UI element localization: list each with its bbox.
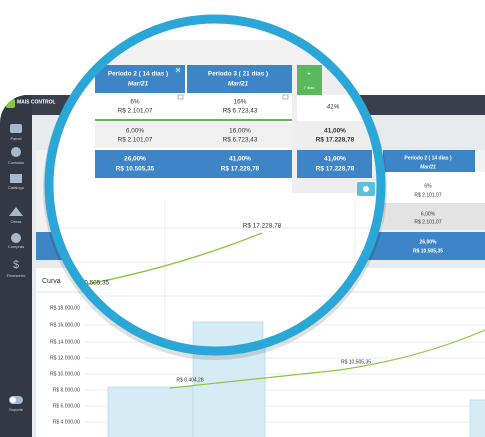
cell: R$ 10.505,35 <box>413 248 443 254</box>
point-label: R$ 17.228,78 <box>243 223 282 230</box>
point-label: R$ 8.404,28 <box>176 377 203 383</box>
header-month: Mar/21 <box>128 81 149 88</box>
y-label: R$ 8.000,00 <box>53 387 80 393</box>
header-cell <box>187 65 292 93</box>
cloud-icon <box>363 186 369 192</box>
logo-icon <box>6 99 15 108</box>
logo: MAIS CONTROL <box>17 99 56 105</box>
header-title: Período 2 ( 14 dias ) <box>404 155 452 161</box>
cell: R$ 2.101,07 <box>414 219 441 225</box>
nav-item[interactable]: Compras <box>8 244 24 249</box>
cell: 6,00% <box>126 128 144 135</box>
nav-item[interactable]: Suporte <box>9 407 24 412</box>
toolbar-strip <box>49 40 381 65</box>
point-label: R$ 10.505,35 <box>341 359 371 365</box>
cell: 41,00% <box>229 156 251 163</box>
cell: 41,00% <box>324 156 346 163</box>
cell: R$ 6.723,43 <box>223 137 258 144</box>
icon <box>10 174 22 183</box>
nav-item[interactable]: Obras <box>11 219 22 224</box>
cell: R$ 17.228,78 <box>316 166 355 173</box>
y-label: R$ 10.000,00 <box>50 371 80 377</box>
y-label: R$ 18.000,00 <box>50 305 80 311</box>
bar <box>469 399 485 437</box>
cell: 16% <box>234 99 247 106</box>
icon <box>11 147 21 157</box>
toggle-knob <box>10 397 16 403</box>
row <box>383 172 485 203</box>
cell: R$ 10.505,35 <box>116 166 155 173</box>
header-cell <box>95 65 185 93</box>
cell: R$ 17.228,78 <box>221 166 260 173</box>
cell: R$ 2.101,07 <box>118 137 153 144</box>
row <box>95 93 292 121</box>
total-row <box>95 150 292 178</box>
y-label: R$ 16.000,00 <box>50 322 80 328</box>
icon <box>9 207 23 216</box>
nav-item[interactable]: Contatos <box>8 160 24 165</box>
cell: 26,00% <box>420 239 438 245</box>
sidebar-items: Painel Contatos Catálogo Obras Compras $… <box>7 124 26 412</box>
total-row <box>297 150 372 178</box>
cell: 6% <box>424 183 432 189</box>
nav-item[interactable]: Painel <box>10 136 21 141</box>
icon <box>11 233 21 243</box>
point-label: R$ 10.505,35 <box>71 280 110 287</box>
cell: 16,00% <box>229 128 251 135</box>
icon: $ <box>13 259 19 271</box>
add-label: 7 dias <box>304 85 315 90</box>
nav-item[interactable]: Catálogo <box>8 185 25 190</box>
edit-icon[interactable] <box>282 94 289 100</box>
cell: 41% <box>327 104 340 111</box>
lens-ring <box>44 14 386 356</box>
curve-line <box>169 329 485 389</box>
y-label: R$ 14.000,00 <box>50 339 80 345</box>
cell: R$ 2.101,07 <box>118 108 153 115</box>
header-title: Período 2 ( 14 dias ) <box>108 71 168 78</box>
header-month: Mar/21 <box>228 81 249 88</box>
add-symbol[interactable]: + <box>307 71 311 78</box>
header-title: Período 3 ( 21 dias ) <box>208 71 268 78</box>
cell: 6,00% <box>421 211 436 217</box>
header-month: Mar/21 <box>420 164 436 170</box>
y-label: R$ 6.000,00 <box>53 403 80 409</box>
cell: 41,00% <box>324 128 346 135</box>
cell: R$ 17.228,78 <box>316 137 355 144</box>
cell: R$ 6.723,43 <box>223 108 258 115</box>
y-label: R$ 12.000,00 <box>50 355 80 361</box>
edit-icon[interactable] <box>177 94 184 100</box>
y-label: R$ 4.000,00 <box>53 419 80 425</box>
row <box>95 123 292 148</box>
table-header <box>383 150 475 172</box>
cell: R$ 2.101,07 <box>414 192 441 198</box>
add-column[interactable] <box>297 65 322 95</box>
nav-item[interactable]: Financeiro <box>7 273 26 278</box>
chart-title: Curva <box>42 278 61 285</box>
row <box>383 203 485 230</box>
cell: 26,00% <box>124 156 146 163</box>
close-icon[interactable] <box>175 67 181 73</box>
cell: 6% <box>130 99 140 106</box>
icon <box>10 124 22 133</box>
